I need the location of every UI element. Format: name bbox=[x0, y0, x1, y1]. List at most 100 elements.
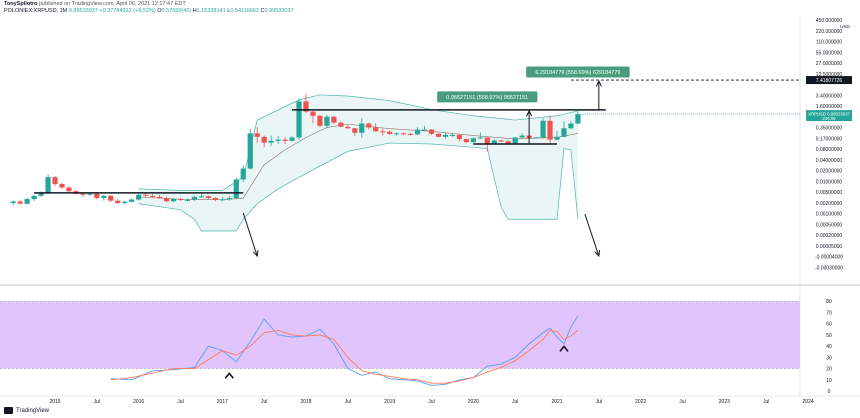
tradingview-logo[interactable]: TradingView bbox=[4, 407, 49, 414]
candle bbox=[324, 114, 330, 128]
candle bbox=[289, 136, 295, 142]
time-tick-label: 2021 bbox=[551, 399, 562, 405]
time-tick-label: Jul bbox=[763, 399, 769, 405]
candle-body bbox=[407, 133, 414, 135]
time-tick-label: 2018 bbox=[300, 399, 311, 405]
candle-body bbox=[331, 116, 337, 123]
candle bbox=[184, 198, 191, 202]
price-pane[interactable]: 0.95527151 (558.97%) 95527151 6.29184779 … bbox=[0, 16, 800, 280]
open-label: O bbox=[157, 8, 162, 14]
candle-body bbox=[233, 179, 239, 199]
high-label: H bbox=[192, 8, 197, 14]
candle bbox=[17, 200, 23, 205]
candle-body bbox=[352, 128, 358, 133]
symbol-name[interactable]: POLONIEX:XRPUSD, 1M bbox=[4, 8, 68, 14]
candle-body bbox=[324, 116, 330, 126]
candle-body bbox=[52, 177, 58, 185]
candle bbox=[345, 125, 351, 129]
candle-body bbox=[435, 133, 442, 137]
rsi-tick-label: 30 bbox=[826, 355, 832, 361]
candle-body bbox=[136, 194, 142, 200]
candle-body bbox=[345, 126, 351, 129]
candle-body bbox=[470, 138, 476, 143]
price-tick-label: 220.000000 bbox=[816, 29, 843, 35]
candle bbox=[212, 197, 218, 202]
rsi-tick-label: 0 bbox=[828, 389, 831, 395]
symbol-info: POLONIEX:XRPUSD, 1M 0.99533037 +0.377849… bbox=[4, 8, 294, 14]
currency-label: USD bbox=[840, 24, 850, 29]
time-scale[interactable]: 2015 Jul 2016 Jul 2017 Jul 2018 Jul 2019 Jul 2020 J… bbox=[0, 395, 860, 405]
candle-body bbox=[122, 201, 128, 204]
price-change: +0.37784912 (+8.52%) bbox=[99, 8, 156, 14]
candle-body bbox=[380, 131, 386, 133]
candle bbox=[101, 194, 107, 201]
time-tick-label: 2019 bbox=[384, 399, 395, 405]
candle-body bbox=[191, 196, 198, 200]
candle-body bbox=[261, 136, 267, 143]
candle-body bbox=[87, 193, 93, 195]
price-tick-label: 0.00100000 bbox=[816, 212, 843, 218]
candle bbox=[136, 193, 142, 201]
candle-body bbox=[317, 115, 323, 126]
candle bbox=[540, 118, 546, 139]
candle bbox=[414, 127, 421, 135]
price-scale[interactable]: 450.000000 220.000000 110.000000 55.0000000… bbox=[580, 16, 852, 396]
time-tick-label: Jul bbox=[261, 399, 267, 405]
candle bbox=[421, 125, 428, 131]
last-marker-sub: 246:08 bbox=[822, 116, 836, 121]
candle-body bbox=[540, 120, 546, 138]
candle-body bbox=[205, 196, 211, 199]
band-fill bbox=[138, 94, 578, 232]
measure-arrow-upper bbox=[595, 79, 602, 110]
down-arrow-2021-head bbox=[594, 249, 601, 258]
down-arrow-2017-shaft bbox=[242, 212, 258, 257]
measure-box-lower: 0.95527151 (558.97%) 95527151 bbox=[437, 91, 538, 103]
candle bbox=[317, 114, 323, 128]
bollinger-bands bbox=[138, 94, 579, 232]
candle-body bbox=[442, 134, 449, 137]
candle bbox=[233, 177, 239, 200]
candle-body bbox=[66, 187, 72, 192]
candle bbox=[52, 176, 58, 187]
time-tick-label: 2015 bbox=[49, 399, 60, 405]
candle-body bbox=[338, 122, 344, 127]
candle bbox=[442, 132, 449, 139]
candle-body bbox=[17, 201, 23, 204]
candle-body bbox=[177, 199, 184, 201]
price-tick-label: 0.00005000 bbox=[816, 244, 843, 250]
rsi-caret-marker bbox=[559, 345, 569, 352]
chart-header: TonySpilotro published on TradingView.co… bbox=[0, 0, 860, 16]
candle-body bbox=[575, 114, 581, 124]
price-tick-label: 0.00200000 bbox=[816, 201, 843, 207]
candle-body bbox=[198, 196, 205, 198]
candle bbox=[519, 133, 525, 139]
open-value: 0.57550(42) bbox=[161, 8, 192, 14]
measure-arrow-lower-head bbox=[526, 109, 533, 117]
candle bbox=[331, 115, 337, 124]
price-tick-label: 0.01000000 bbox=[816, 179, 843, 185]
time-tick-label: 2023 bbox=[719, 399, 730, 405]
candle-body bbox=[254, 133, 260, 137]
last-price: 0.99533037 bbox=[68, 8, 98, 14]
level-lines bbox=[34, 79, 800, 194]
candle-body bbox=[498, 140, 504, 142]
candle-body bbox=[303, 101, 309, 112]
rsi-scale[interactable]: 80 70 60 50 40 30 20 10 0 bbox=[826, 299, 832, 395]
candle bbox=[10, 200, 16, 206]
candle bbox=[428, 129, 435, 135]
candle-body bbox=[170, 199, 177, 202]
candle bbox=[219, 196, 225, 202]
author-name[interactable]: TonySpilotro bbox=[4, 1, 38, 7]
candle bbox=[177, 197, 184, 201]
candle-body bbox=[226, 198, 232, 200]
rsi-k-line bbox=[110, 315, 579, 386]
price-tick-label: 0.02000000 bbox=[816, 169, 843, 175]
rsi-pane[interactable] bbox=[0, 284, 860, 386]
candle bbox=[66, 186, 72, 192]
candle bbox=[407, 132, 414, 136]
candle-body bbox=[184, 199, 191, 201]
candle-body bbox=[533, 137, 539, 139]
candle-body bbox=[373, 127, 379, 132]
candle-body bbox=[519, 135, 525, 138]
